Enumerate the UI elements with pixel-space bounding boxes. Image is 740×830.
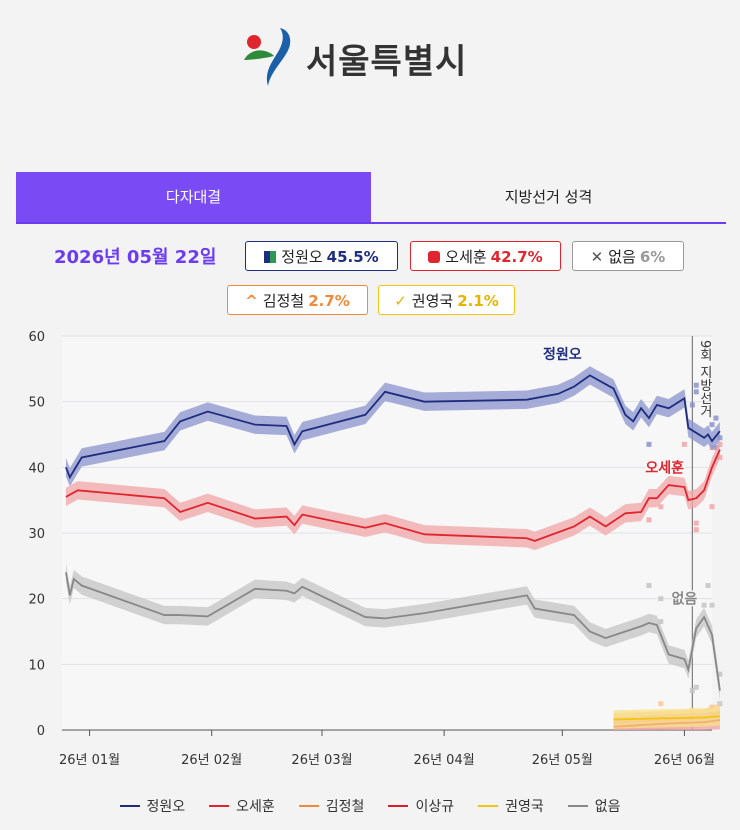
- badge-kim-jeongcheol: ^ 김정철 2.7%: [227, 285, 368, 315]
- x-tick-label: 26년 02월: [181, 753, 242, 768]
- dark-square-icon: [264, 251, 277, 263]
- legend-swatch: [209, 805, 230, 807]
- legend-item[interactable]: 김정철: [298, 796, 365, 816]
- badge-value: 2.7%: [308, 292, 350, 310]
- legend-label: 이상규: [415, 799, 455, 815]
- badge-name: 권영국: [411, 292, 454, 310]
- poll-dot: [646, 583, 652, 589]
- seoul-emblem-icon: [244, 28, 291, 86]
- poll-dot: [681, 441, 687, 447]
- badge-name: 정원오: [281, 248, 323, 266]
- badge-name: 오세훈: [445, 248, 487, 266]
- badge-value: 45.5%: [326, 248, 379, 266]
- election-day-label: 9회 지방선거: [697, 340, 712, 418]
- poll-dot: [693, 527, 699, 533]
- x-tick-label: 26년 06월: [654, 753, 715, 768]
- badge-kwon-yeongguk: ✓ 권영국 2.1%: [378, 285, 515, 315]
- chart-legend: 정원오 오세훈 김정철 이상규 권영국 없음: [0, 796, 740, 820]
- x-tick-label: 26년 04월: [414, 753, 475, 768]
- badge-name: 없음: [608, 248, 636, 266]
- x-icon: ✕: [590, 248, 604, 266]
- legend-swatch: [478, 805, 499, 807]
- badge-oh-sehoon: 오세훈 42.7%: [410, 241, 561, 271]
- poll-trend-chart: 60 50 40 30 20 10 0 26년 01월 26년 02월 26년 03월 26년 04…: [28, 330, 723, 768]
- legend-label: 김정철: [325, 799, 365, 815]
- series-line-0: [65, 374, 721, 480]
- check-icon: ✓: [394, 292, 407, 310]
- y-tick-label: 40: [28, 461, 45, 476]
- x-tick-label: 26년 05월: [532, 753, 593, 768]
- poll-dot: [705, 583, 711, 589]
- poll-dot: [709, 422, 715, 428]
- poll-dot: [709, 602, 715, 608]
- legend-item[interactable]: 오세훈: [209, 796, 275, 816]
- x-tick-label: 26년 03월: [291, 753, 352, 768]
- poll-dot: [693, 520, 699, 526]
- poll-dot: [658, 504, 664, 510]
- poll-dot: [689, 688, 695, 694]
- y-tick-label: 60: [28, 330, 45, 345]
- y-tick-label: 20: [28, 593, 45, 608]
- badge-name: 김정철: [262, 292, 305, 310]
- caret-up-icon: ^: [245, 292, 258, 310]
- legend-swatch: [388, 805, 409, 807]
- poll-dot: [713, 445, 719, 451]
- y-tick-label: 0: [37, 724, 45, 739]
- poll-dot: [713, 415, 719, 421]
- badge-jeong-wono: 정원오 45.5%: [245, 241, 398, 271]
- badge-value: 2.1%: [457, 292, 499, 310]
- legend-label: 권영국: [505, 799, 544, 815]
- poll-dot: [658, 701, 664, 707]
- tab-election-character[interactable]: 지방선거 성격: [504, 188, 593, 206]
- poll-dot: [646, 441, 652, 447]
- badge-value: 42.7%: [490, 248, 543, 266]
- tab-bar: 다자대결 지방선거 성격: [16, 172, 726, 224]
- legend-item[interactable]: 정원오: [119, 796, 186, 816]
- badge-none: ✕ 없음 6%: [572, 241, 684, 271]
- poll-dot: [709, 504, 715, 510]
- series-label: 없음: [672, 591, 698, 607]
- poll-dot: [701, 602, 707, 608]
- legend-swatch: [298, 805, 319, 807]
- legend-swatch: [567, 805, 588, 807]
- series-band-5: [65, 563, 720, 700]
- legend-swatch: [119, 805, 140, 807]
- legend-item[interactable]: 권영국: [478, 796, 544, 816]
- series-band-0: [65, 366, 720, 487]
- badge-value: 6%: [639, 248, 666, 266]
- tab-multi-race[interactable]: 다자대결: [16, 172, 371, 222]
- y-tick-label: 30: [28, 527, 45, 542]
- red-square-icon: [428, 251, 441, 263]
- poll-dot: [693, 382, 699, 388]
- legend-label: 없음: [594, 799, 621, 815]
- poll-dot: [693, 389, 699, 395]
- poll-dot: [658, 596, 664, 602]
- series-label: 오세훈: [645, 460, 684, 477]
- series-band-1: [65, 440, 720, 551]
- legend-item[interactable]: 이상규: [388, 796, 454, 816]
- logo-text: 서울특별시: [306, 42, 468, 82]
- legend-label: 오세훈: [236, 799, 275, 815]
- legend-label: 정원오: [146, 799, 186, 815]
- y-tick-label: 10: [28, 658, 45, 673]
- series-line-5: [65, 572, 721, 691]
- poll-dot: [658, 619, 664, 625]
- poll-dot: [689, 402, 695, 408]
- poll-dot: [646, 517, 652, 523]
- series-label: 정원오: [543, 346, 582, 363]
- series-line-4: [613, 715, 720, 721]
- series-line-1: [65, 449, 721, 542]
- x-tick-label: 26년 01월: [59, 753, 120, 768]
- summary-date: 2026년 05월 22일: [54, 247, 217, 268]
- legend-item[interactable]: 없음: [567, 796, 621, 816]
- y-tick-label: 50: [28, 396, 45, 411]
- poll-dot: [693, 684, 699, 690]
- poll-dot: [717, 671, 723, 677]
- seoul-logo: 서울특별시: [240, 20, 510, 92]
